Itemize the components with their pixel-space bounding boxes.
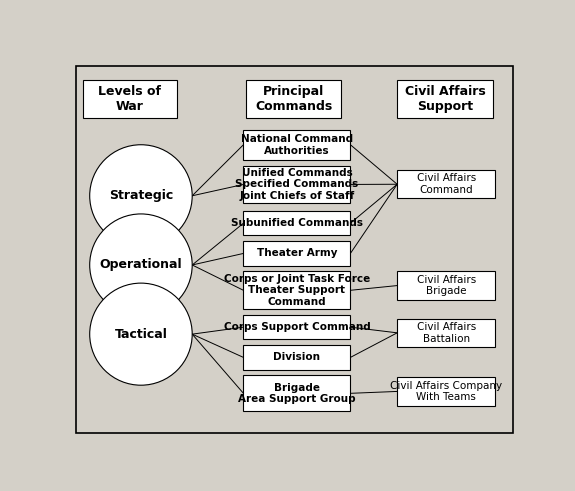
FancyBboxPatch shape <box>243 315 350 339</box>
Text: Brigade
Area Support Group: Brigade Area Support Group <box>238 382 356 404</box>
FancyBboxPatch shape <box>397 80 493 117</box>
Text: Civil Affairs Company
With Teams: Civil Affairs Company With Teams <box>390 381 503 402</box>
FancyBboxPatch shape <box>243 272 350 309</box>
FancyBboxPatch shape <box>246 80 342 117</box>
Text: Levels of
War: Levels of War <box>98 84 162 112</box>
FancyBboxPatch shape <box>397 319 495 347</box>
FancyBboxPatch shape <box>243 241 350 266</box>
FancyBboxPatch shape <box>243 211 350 236</box>
Text: Theater Army: Theater Army <box>256 248 337 258</box>
FancyBboxPatch shape <box>397 170 495 198</box>
Text: Division: Division <box>274 353 320 362</box>
Text: Unified Commands
Specified Commands
Joint Chiefs of Staff: Unified Commands Specified Commands Join… <box>235 168 359 201</box>
Text: Strategic: Strategic <box>109 190 173 202</box>
FancyBboxPatch shape <box>243 345 350 370</box>
FancyBboxPatch shape <box>397 272 495 300</box>
Text: Tactical: Tactical <box>114 327 167 341</box>
Ellipse shape <box>90 145 192 247</box>
Text: Operational: Operational <box>99 258 182 272</box>
FancyBboxPatch shape <box>83 80 177 117</box>
Text: Civil Affairs
Battalion: Civil Affairs Battalion <box>416 322 476 344</box>
Text: Corps Support Command: Corps Support Command <box>224 322 370 332</box>
Ellipse shape <box>90 214 192 316</box>
Text: Civil Affairs
Brigade: Civil Affairs Brigade <box>416 275 476 297</box>
FancyBboxPatch shape <box>243 130 350 160</box>
Ellipse shape <box>90 283 192 385</box>
FancyBboxPatch shape <box>243 375 350 411</box>
FancyBboxPatch shape <box>76 66 513 433</box>
Text: Civil Affairs
Support: Civil Affairs Support <box>405 84 485 112</box>
Text: National Command
Authorities: National Command Authorities <box>241 134 353 156</box>
Text: Principal
Commands: Principal Commands <box>255 84 332 112</box>
FancyBboxPatch shape <box>397 377 495 406</box>
FancyBboxPatch shape <box>243 165 350 203</box>
Text: Subunified Commands: Subunified Commands <box>231 218 363 228</box>
Text: Corps or Joint Task Force
Theater Support
Command: Corps or Joint Task Force Theater Suppor… <box>224 273 370 307</box>
Text: Civil Affairs
Command: Civil Affairs Command <box>416 173 476 195</box>
